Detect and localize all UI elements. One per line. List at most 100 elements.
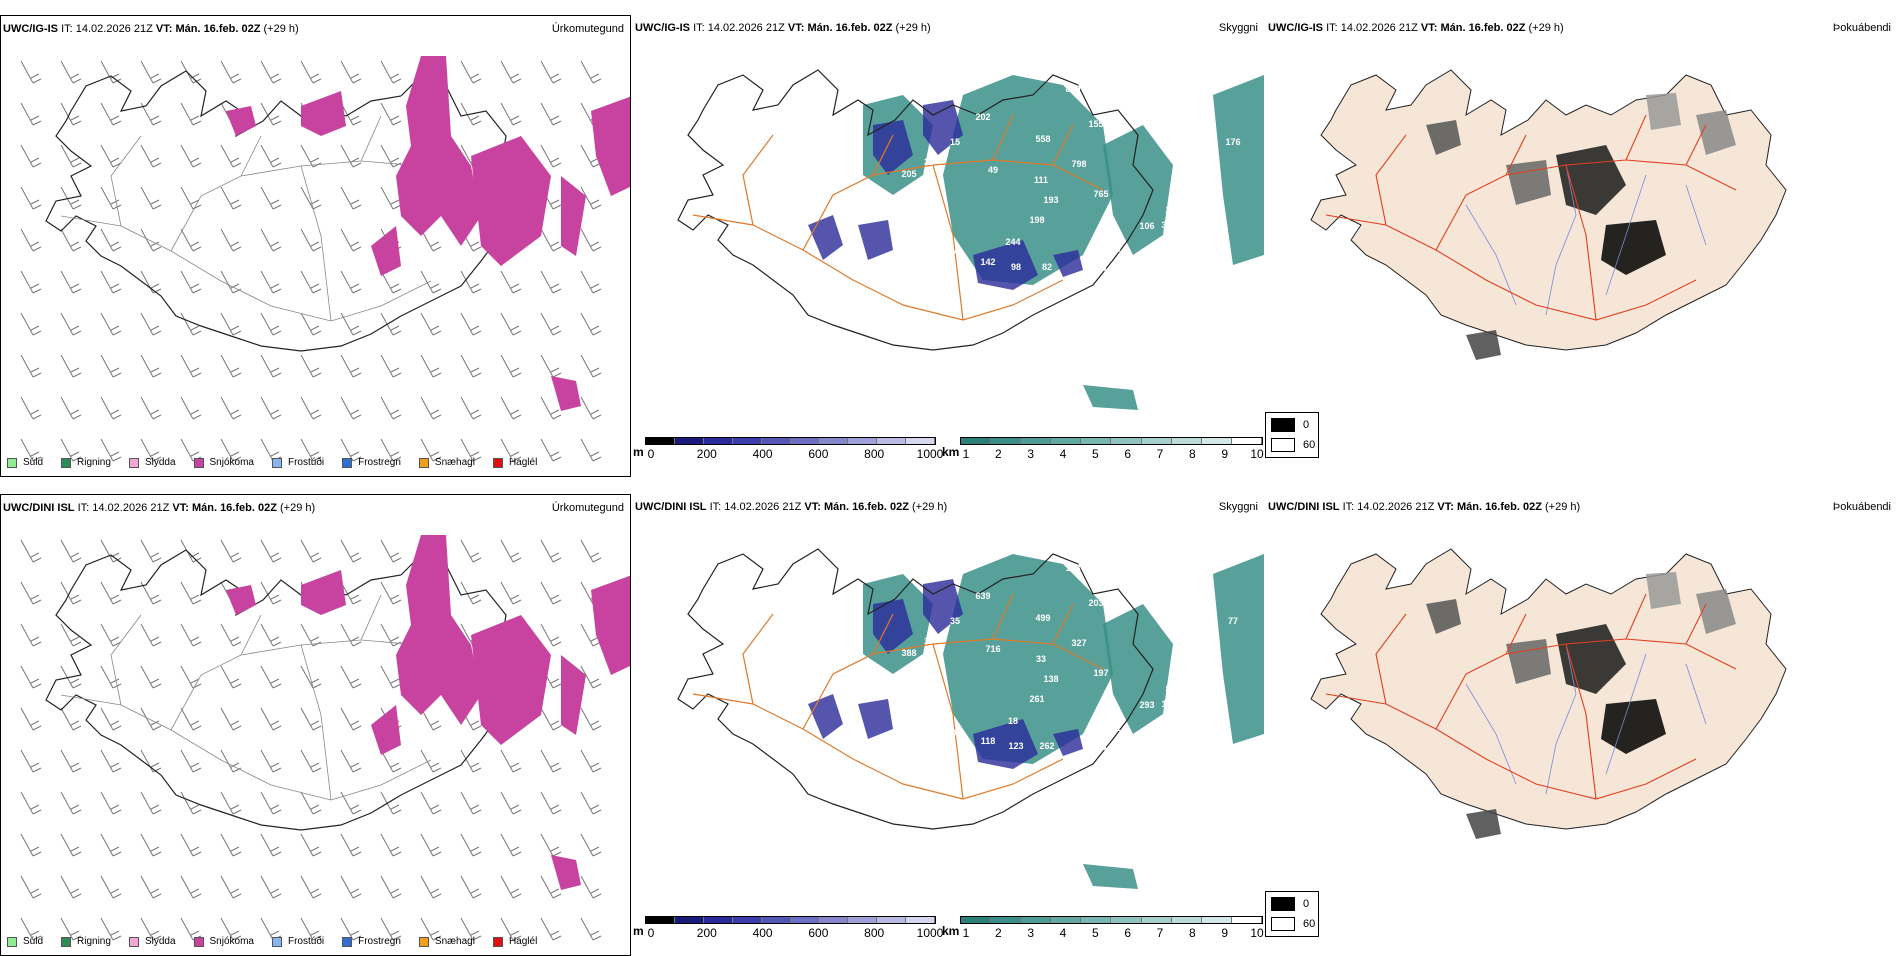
scale-tick: 0 <box>647 926 655 940</box>
visibility-value: 330 <box>941 728 956 738</box>
visibility-value: 499 <box>1035 613 1050 623</box>
precip-legend: Súld Rigning Slydda Snjókoma Frostúði Frostre… <box>7 936 555 947</box>
wind-barb <box>340 623 362 647</box>
visibility-value: 133 <box>1105 244 1120 254</box>
wind-barb <box>500 438 522 462</box>
wind-barb <box>20 581 42 605</box>
legend-swatch <box>193 457 204 468</box>
legend-label: Frostúði <box>287 457 325 468</box>
wind-barb <box>220 60 242 84</box>
wind-barb <box>580 312 602 336</box>
wind-barb <box>220 354 242 378</box>
wind-barb <box>60 396 82 420</box>
road-lines <box>692 593 1104 800</box>
wind-barb <box>260 539 282 563</box>
scale-tick: 5 <box>1091 926 1099 940</box>
legend-item: Frostregn <box>342 936 401 947</box>
fog-area <box>1696 589 1736 634</box>
wind-barb <box>540 917 562 941</box>
fog-low-swatch <box>1271 438 1295 452</box>
wind-barb <box>220 917 242 941</box>
wind-barb <box>20 438 42 462</box>
land-fill <box>1310 69 1787 351</box>
wind-barb <box>540 270 562 294</box>
scale-tick: 5 <box>1091 447 1099 461</box>
legend-item: Haglél <box>492 457 538 468</box>
wind-barb <box>60 875 82 899</box>
wind-barb <box>500 875 522 899</box>
legend-label: Frostregn <box>358 936 401 947</box>
wind-barb <box>540 707 562 731</box>
wind-barb <box>20 312 42 336</box>
legend-item: Frostregn <box>342 457 401 468</box>
low-visibility-area <box>873 120 913 175</box>
visibility-area <box>1213 75 1264 265</box>
panel-title: Skyggni <box>1218 501 1258 513</box>
wind-barb <box>60 833 82 857</box>
wind-barb <box>540 581 562 605</box>
wind-barb <box>180 833 202 857</box>
wind-barb <box>20 396 42 420</box>
wind-barb <box>20 539 42 563</box>
wind-barb <box>300 917 322 941</box>
visibility-value: 155 <box>1088 119 1103 129</box>
fog-low-label: 60 <box>1303 439 1316 451</box>
legend-label: Haglél <box>508 457 538 468</box>
wind-barb <box>380 833 402 857</box>
wind-barb <box>100 539 122 563</box>
low-visibility-area <box>858 220 893 260</box>
visibility-value: 281 <box>1105 723 1120 733</box>
wind-barb <box>580 270 602 294</box>
visibility-map: 904 198 203 639 499 35 17 716 327 388 33 197 138 261 8… <box>677 533 1264 889</box>
visibility-map: 949 869 155 202 558 15 35 49 798 205 111 765 193 198 2… <box>677 54 1264 410</box>
wind-barb <box>20 749 42 773</box>
wind-barb <box>300 665 322 689</box>
scale-tick: 8 <box>1188 447 1196 461</box>
wind-barb <box>20 102 42 126</box>
wind-barb <box>20 665 42 689</box>
legend-label: Snæhagl <box>434 936 475 947</box>
wind-barb <box>60 539 82 563</box>
visibility-value: 202 <box>975 112 990 122</box>
wind-barb <box>460 60 482 84</box>
legend-label: Súld <box>23 457 44 468</box>
wind-barb <box>220 875 242 899</box>
legend-item: Rigning <box>61 936 111 947</box>
wind-barb <box>460 917 482 941</box>
wind-barb <box>140 875 162 899</box>
legend-item: Frostúði <box>271 457 325 468</box>
legend-label: Súld <box>23 936 44 947</box>
legend-swatch <box>492 936 503 947</box>
legend-swatch <box>128 457 139 468</box>
legend-swatch <box>271 936 282 947</box>
wind-barb <box>60 438 82 462</box>
fog-area <box>1696 110 1736 155</box>
wind-barb <box>100 438 122 462</box>
visibility-value: 490 <box>1143 253 1158 263</box>
wind-barb <box>300 623 322 647</box>
road-lines <box>1325 114 1737 321</box>
wind-barb <box>580 438 602 462</box>
scale-tick: 0 <box>647 447 655 461</box>
visibility-value: 198 <box>1065 563 1080 573</box>
wind-barb <box>500 102 522 126</box>
wind-barb <box>220 186 242 210</box>
wind-barb <box>340 833 362 857</box>
legend-label: Snæhagl <box>434 457 475 468</box>
wind-barb <box>260 396 282 420</box>
wind-barb <box>580 354 602 378</box>
wind-barb <box>60 665 82 689</box>
wind-barb <box>180 186 202 210</box>
wind-barb <box>460 354 482 378</box>
visibility-value: 111 <box>1034 175 1048 185</box>
fog-area <box>1426 120 1461 155</box>
snow-area <box>471 615 551 745</box>
fog-area <box>1426 599 1461 634</box>
panel-header: UWC/IG-IS IT: 14.02.2026 21Z VT: Mán. 16… <box>1268 22 1564 34</box>
wind-barb <box>500 917 522 941</box>
wind-barb <box>180 144 202 168</box>
wind-barb <box>380 875 402 899</box>
wind-barb <box>60 186 82 210</box>
wind-barb <box>540 396 562 420</box>
wind-barb <box>20 707 42 731</box>
